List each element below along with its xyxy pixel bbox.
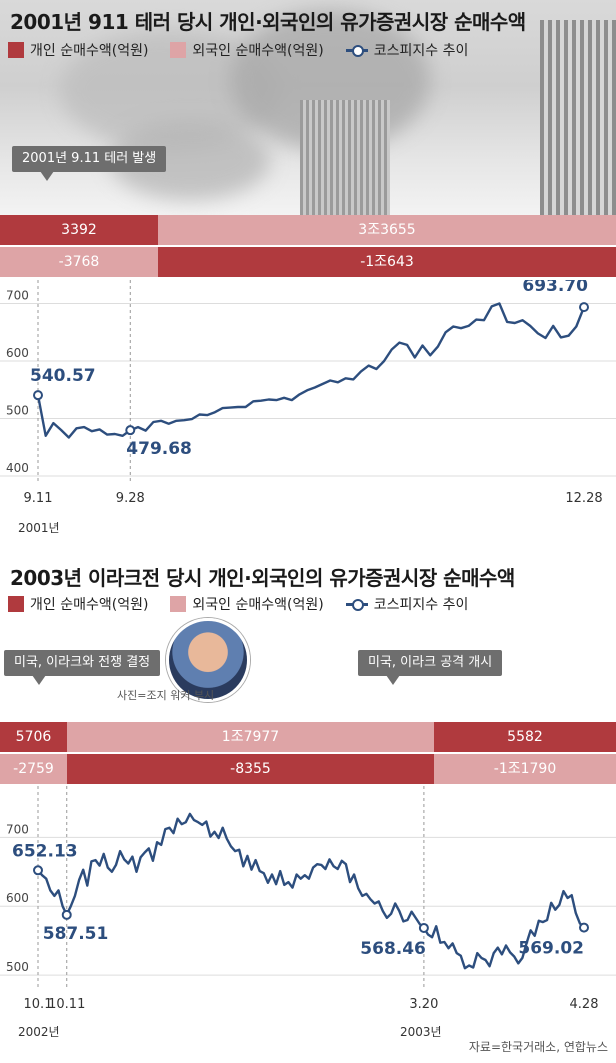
chart1-year-label: 2001년: [18, 521, 60, 535]
swatch-individual: [8, 42, 24, 58]
tower-building: [540, 20, 616, 215]
legend-kospi: 코스피지수 추이: [345, 40, 469, 60]
legend-foreign-label: 외국인 순매수액(억원): [192, 43, 324, 59]
legend-kospi-label: 코스피지수 추이: [373, 43, 469, 59]
chart2-attack-callout: 미국, 이라크 공격 개시: [358, 650, 503, 685]
portrait-photo: [166, 618, 250, 702]
legend-individual-label: 개인 순매수액(억원): [30, 597, 149, 613]
data-label: 568.46: [360, 939, 426, 959]
data-point-marker: [579, 922, 589, 933]
source-credit: 자료=한국거래소, 연합뉴스: [468, 1040, 608, 1054]
kospi-line: [36, 302, 586, 439]
kospi-line: [37, 812, 585, 970]
chart1-event-callout: 2001년 9.11 테러 발생: [12, 146, 167, 181]
chart1-plot: 400 500 600 700 9.11 9.28 12.28 540.57 479.68 693…: [0, 280, 616, 506]
chart1-legend: 개인 순매수액(억원) 외국인 순매수액(억원) 코스피지수 추이: [8, 40, 490, 60]
photo-caption: 사진=조지 워커 부시: [117, 689, 215, 702]
data-label: 540.57: [30, 366, 96, 386]
y-tick-label: 600: [6, 891, 29, 905]
swatch-foreign: [170, 42, 187, 58]
line-marker-icon: [345, 42, 368, 58]
data-point-marker: [61, 909, 72, 920]
chart1-bar-foreign-2: -1조643: [158, 247, 616, 277]
chart2-legend: 개인 순매수액(억원) 외국인 순매수액(억원) 코스피지수 추이: [8, 594, 490, 614]
legend-individual: 개인 순매수액(억원): [8, 40, 148, 60]
chart2-bar-individual-1: 5706: [0, 722, 67, 752]
chart2-year-label-2003: 2003년: [400, 1025, 442, 1039]
data-point-marker: [125, 425, 136, 436]
chart2-plot: 500 600 700 10.110.11 3.20 4.28 652.13 587.51 56…: [0, 786, 616, 1012]
x-tick-label: 12.28: [565, 491, 602, 506]
chart2-bar-foreign-1: -2759: [0, 754, 67, 784]
y-tick-label: 500: [6, 960, 29, 974]
chart2-bar-individual-2: 1조7977: [67, 722, 434, 752]
legend-foreign-label: 외국인 순매수액(억원): [192, 597, 324, 613]
chart2-bar-individual-3: 5582: [434, 722, 616, 752]
legend-kospi-label: 코스피지수 추이: [373, 597, 469, 613]
y-tick-label: 700: [6, 289, 29, 303]
data-point-marker: [418, 922, 429, 933]
x-tick-label: 10.1: [24, 997, 53, 1012]
y-tick-label: 600: [6, 346, 29, 360]
data-point-marker: [33, 390, 43, 401]
chart1-bar-individual-2: 3조3655: [158, 215, 616, 245]
legend-individual-label: 개인 순매수액(억원): [30, 43, 149, 59]
chart2-title: 2003년 이라크전 당시 개인·외국인의 유가증권시장 순매수액: [10, 566, 515, 590]
legend-individual: 개인 순매수액(억원): [8, 594, 148, 614]
x-tick-label: 4.28: [570, 997, 599, 1012]
x-tick-label: 3.20: [409, 997, 438, 1012]
y-tick-label: 500: [6, 404, 29, 418]
data-label: 652.13: [12, 841, 78, 861]
legend-foreign: 외국인 순매수액(억원): [170, 40, 324, 60]
legend-foreign: 외국인 순매수액(억원): [170, 594, 324, 614]
x-tick-label: 10.11: [48, 997, 85, 1012]
tower-building: [300, 100, 390, 215]
chart2-bar-foreign-3: -1조1790: [434, 754, 616, 784]
data-label: 693.70: [522, 280, 588, 296]
swatch-individual: [8, 596, 24, 612]
chart1-bar-individual-1: 3392: [0, 215, 158, 245]
x-tick-label: 9.28: [116, 491, 145, 506]
chart2-war-decision-callout: 미국, 이라크와 전쟁 결정: [4, 650, 161, 685]
data-label: 569.02: [518, 939, 584, 959]
y-tick-label: 400: [6, 461, 29, 475]
chart1-title: 2001년 911 테러 당시 개인·외국인의 유가증권시장 순매수액: [10, 10, 526, 34]
legend-kospi: 코스피지수 추이: [345, 594, 469, 614]
data-point-marker: [579, 302, 589, 313]
swatch-foreign: [170, 596, 187, 612]
data-point-marker: [33, 865, 43, 876]
x-tick-label: 9.11: [24, 491, 53, 506]
data-label: 587.51: [43, 924, 109, 944]
y-tick-label: 700: [6, 822, 29, 836]
chart1-bar-foreign-1: -3768: [0, 247, 158, 277]
data-label: 479.68: [126, 439, 192, 459]
chart2-bar-foreign-2: -8355: [67, 754, 434, 784]
line-marker-icon: [345, 596, 368, 612]
chart2-year-label-2002: 2002년: [18, 1025, 60, 1039]
